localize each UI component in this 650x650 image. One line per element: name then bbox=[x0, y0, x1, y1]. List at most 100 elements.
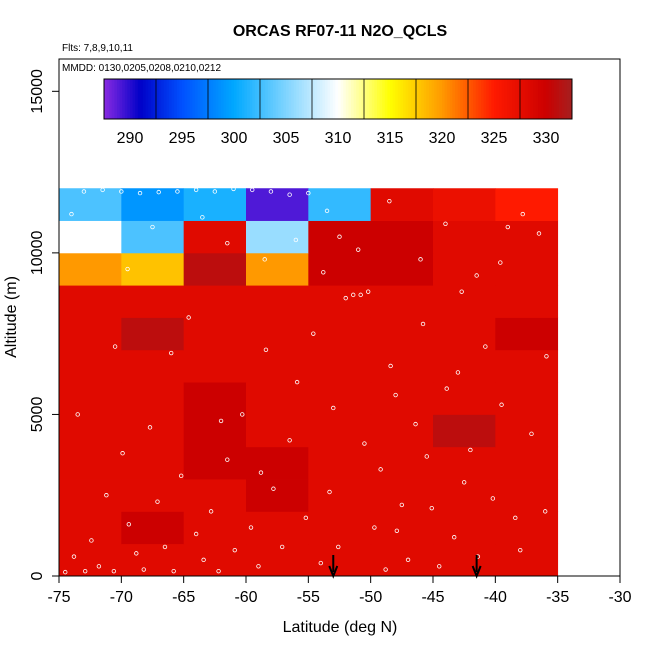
colorbar-swatch bbox=[384, 79, 388, 119]
observation-point bbox=[455, 370, 461, 375]
colorbar-swatch bbox=[483, 79, 487, 119]
observation-point bbox=[444, 386, 449, 391]
heatmap-cell bbox=[308, 479, 372, 512]
observation-point bbox=[263, 347, 269, 353]
heatmap-cell bbox=[370, 188, 434, 221]
colorbar-swatch bbox=[535, 79, 539, 119]
colorbar-swatch bbox=[156, 79, 160, 119]
colorbar-swatch bbox=[275, 79, 279, 119]
heatmap-cell bbox=[183, 285, 247, 318]
observation-point bbox=[321, 270, 326, 275]
colorbar-swatch bbox=[499, 79, 503, 119]
heatmap-cell bbox=[370, 252, 434, 286]
heatmap-cell bbox=[246, 317, 309, 351]
heatmap-cell bbox=[59, 543, 122, 577]
colorbar-swatch bbox=[280, 79, 284, 119]
x-tick-label: -30 bbox=[608, 589, 631, 606]
colorbar-swatch bbox=[447, 79, 451, 119]
colorbar-swatch bbox=[135, 79, 139, 119]
colorbar-swatch bbox=[278, 79, 282, 119]
heatmap-cell bbox=[495, 188, 559, 221]
observation-point bbox=[231, 186, 236, 192]
colorbar-swatch bbox=[413, 79, 417, 119]
colorbar-swatch bbox=[374, 79, 378, 119]
colorbar-swatch bbox=[426, 79, 430, 119]
colorbar-swatch bbox=[512, 79, 516, 119]
heatmap-cell bbox=[121, 382, 185, 415]
observation-point bbox=[171, 568, 176, 574]
colorbar-swatch bbox=[418, 79, 422, 119]
colorbar-swatch bbox=[421, 79, 425, 119]
heatmap-cell bbox=[246, 188, 309, 221]
observation-point bbox=[490, 496, 496, 501]
colorbar-swatch bbox=[434, 79, 438, 119]
heatmap-cell bbox=[308, 543, 372, 577]
colorbar-tick-label: 295 bbox=[169, 130, 196, 147]
colorbar-swatch bbox=[488, 79, 492, 119]
observation-point bbox=[294, 379, 300, 385]
colorbar-swatch bbox=[317, 79, 321, 119]
colorbar-tick-label: 325 bbox=[481, 130, 508, 147]
colorbar-swatch bbox=[293, 79, 297, 119]
colorbar-swatch bbox=[371, 79, 375, 119]
x-tick-label: -35 bbox=[546, 589, 569, 606]
colorbar-swatch bbox=[416, 79, 420, 119]
observation-point bbox=[168, 350, 174, 356]
heatmap-cell bbox=[495, 317, 559, 351]
chart-title: ORCAS RF07-11 N2O_QCLS bbox=[233, 23, 448, 40]
colorbar-swatch bbox=[340, 79, 344, 119]
heatmap-cell bbox=[433, 252, 496, 286]
x-tick-label: -70 bbox=[110, 589, 133, 606]
colorbar-tick-label: 290 bbox=[117, 130, 144, 147]
colorbar-swatch bbox=[306, 79, 310, 119]
observation-point bbox=[318, 560, 323, 566]
heatmap-cell bbox=[246, 285, 309, 318]
colorbar-swatch bbox=[304, 79, 308, 119]
colorbar-swatch bbox=[197, 79, 201, 119]
observation-point bbox=[336, 544, 341, 550]
colorbar-swatch bbox=[257, 79, 261, 119]
colorbar-swatch bbox=[247, 79, 251, 119]
colorbar-swatch bbox=[312, 79, 316, 119]
heatmap-cell bbox=[183, 252, 247, 286]
observation-point bbox=[186, 315, 191, 320]
observation-point bbox=[365, 289, 371, 294]
colorbar-swatch bbox=[475, 79, 479, 119]
heatmap-cell bbox=[183, 446, 247, 480]
colorbar-swatch bbox=[104, 79, 108, 119]
heatmap-cell bbox=[183, 349, 247, 383]
heatmap-cell bbox=[59, 479, 122, 512]
observation-point bbox=[451, 535, 457, 540]
colorbar-swatch bbox=[296, 79, 300, 119]
observation-point bbox=[268, 189, 274, 194]
colorbar-swatch bbox=[187, 79, 191, 119]
colorbar-swatch bbox=[400, 79, 404, 119]
colorbar-swatch bbox=[522, 79, 526, 119]
colorbar-swatch bbox=[158, 79, 162, 119]
heatmap-cell bbox=[121, 349, 185, 383]
heatmap-cell bbox=[308, 285, 372, 318]
observation-point bbox=[327, 489, 332, 495]
colorbar-swatch bbox=[546, 79, 550, 119]
observation-point bbox=[104, 493, 109, 498]
x-tick-label: -55 bbox=[297, 589, 320, 606]
observation-point bbox=[147, 425, 153, 430]
colorbar-swatch bbox=[538, 79, 542, 119]
colorbar-swatch bbox=[403, 79, 407, 119]
colorbar-swatch bbox=[392, 79, 396, 119]
colorbar-swatch bbox=[218, 79, 222, 119]
heatmap-cell bbox=[183, 317, 247, 351]
colorbar-swatch bbox=[494, 79, 498, 119]
observation-point bbox=[82, 568, 88, 574]
colorbar-swatch bbox=[470, 79, 474, 119]
observation-point bbox=[293, 237, 299, 243]
heatmap-cell bbox=[495, 220, 559, 254]
colorbar-swatch bbox=[548, 79, 552, 119]
observation-point bbox=[520, 211, 525, 217]
heatmap-cell bbox=[246, 349, 309, 383]
colorbar-swatch bbox=[345, 79, 349, 119]
colorbar-tick-label: 315 bbox=[377, 130, 404, 147]
heatmap-cell bbox=[59, 446, 122, 480]
heatmap-cell bbox=[370, 349, 434, 383]
colorbar-swatch bbox=[462, 79, 466, 119]
